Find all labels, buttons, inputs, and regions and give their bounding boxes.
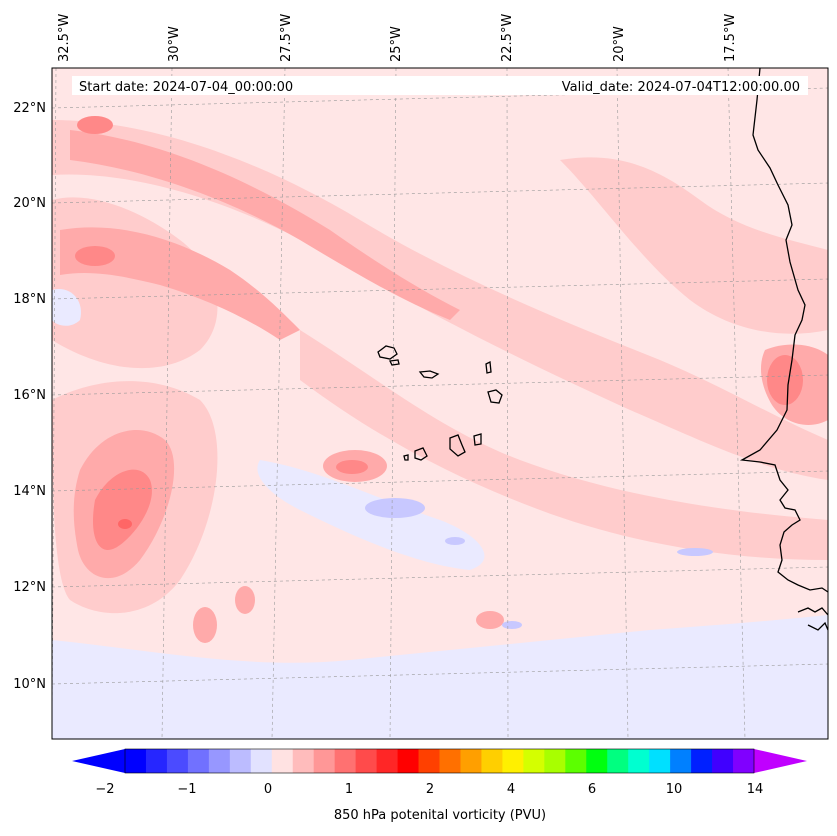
- colorbar-outline: [124, 748, 755, 774]
- colorbar-tick-label: 2: [426, 782, 434, 797]
- colorbar-cell: [439, 749, 461, 773]
- lat-label: 22°N: [13, 101, 46, 116]
- pv-core-6: [118, 519, 132, 529]
- colorbar-tick-label: 1: [345, 782, 353, 797]
- lon-label: 30°W: [167, 26, 182, 62]
- colorbar-label: 850 hPa potenital vorticity (PVU): [333, 808, 547, 823]
- colorbar-cell: [125, 749, 147, 773]
- colorbar-cell: [187, 749, 210, 773]
- pv-band-east: [560, 157, 828, 334]
- lat-label: 18°N: [13, 292, 46, 307]
- colorbar-cell: [271, 749, 294, 773]
- colorbar: −2 −1 0 1 2 4 6 10 14: [72, 748, 807, 797]
- coast-detail: [797, 607, 828, 631]
- colorbar-tick-label: 0: [264, 782, 272, 797]
- colorbar-cell: [250, 749, 273, 773]
- pv-band-south: [300, 330, 828, 560]
- colorbar-cell: [544, 749, 566, 773]
- pv-core-1: [77, 116, 113, 134]
- lat-label: 14°N: [13, 484, 46, 499]
- colorbar-cell: [313, 749, 336, 773]
- colorbar-tick-label: 14: [747, 782, 764, 797]
- pv-low-core: [365, 498, 425, 518]
- cape-verde-islands: [377, 345, 503, 461]
- colorbar-cell: [460, 749, 482, 773]
- valid-date-text: Valid_date: 2024-07-04T12:00:00.00: [562, 80, 800, 95]
- colorbar-tick-label: −2: [95, 782, 114, 797]
- pv-low-core-4: [677, 548, 713, 556]
- colorbar-cell: [565, 749, 587, 773]
- colorbar-cell: [712, 749, 734, 773]
- lat-label: 16°N: [13, 388, 46, 403]
- colorbar-cell: [481, 749, 503, 773]
- colorbar-cell: [607, 749, 629, 773]
- pv-core-2: [75, 246, 115, 266]
- lon-label: 25°W: [389, 26, 404, 62]
- colorbar-cell: [628, 749, 650, 773]
- colorbar-cell: [670, 749, 692, 773]
- colorbar-extend-max: [754, 749, 807, 773]
- colorbar-cell: [418, 749, 440, 773]
- colorbar-cells: [125, 749, 755, 773]
- map-area: [52, 68, 828, 739]
- colorbar-cell: [355, 749, 378, 773]
- pv-streak-2: [60, 227, 300, 340]
- pv-low-core-3: [502, 621, 522, 629]
- colorbar-tick-label: 6: [588, 782, 596, 797]
- colorbar-tick-label: 4: [507, 782, 515, 797]
- colorbar-ticks: −2 −1 0 1 2 4 6 10 14: [95, 782, 763, 797]
- lon-label: 27.5°W: [279, 14, 294, 62]
- colorbar-cell: [586, 749, 608, 773]
- pv-blob-south-3: [476, 611, 504, 629]
- colorbar-cell: [397, 749, 420, 773]
- african-coastline: [739, 68, 828, 593]
- colorbar-cell: [292, 749, 315, 773]
- colorbar-cell: [523, 749, 545, 773]
- pv-low-south: [52, 615, 828, 739]
- start-date-text: Start date: 2024-07-04_00:00:00: [79, 80, 293, 95]
- colorbar-cell: [208, 749, 231, 773]
- lat-label: 20°N: [13, 196, 46, 211]
- pv-low-center: [257, 460, 485, 570]
- lon-label: 17.5°W: [723, 14, 738, 62]
- pv-low-core-2: [445, 537, 465, 545]
- pv-core-5: [767, 355, 803, 405]
- pv-streak-1: [70, 130, 460, 320]
- pv-low-northwest: [52, 289, 81, 326]
- colorbar-cell: [502, 749, 524, 773]
- lon-label: 20°W: [612, 26, 627, 62]
- pv-blob-south: [193, 607, 217, 643]
- pv-core-4: [336, 460, 368, 474]
- colorbar-cell: [145, 749, 168, 773]
- colorbar-tick-label: 10: [666, 782, 683, 797]
- colorbar-extend-min: [72, 749, 125, 773]
- date-banner: [72, 76, 808, 95]
- colorbar-cell: [334, 749, 357, 773]
- colorbar-cell: [376, 749, 399, 773]
- longitude-labels: 32.5°W 30°W 27.5°W 25°W 22.5°W 20°W 17.5…: [57, 14, 738, 62]
- latitude-labels: 22°N 20°N 18°N 16°N 14°N 12°N 10°N: [13, 101, 46, 692]
- gridlines: [52, 68, 828, 739]
- colorbar-tick-label: −1: [177, 782, 196, 797]
- colorbar-cell: [691, 749, 713, 773]
- lon-label: 32.5°W: [57, 14, 72, 62]
- colorbar-cell: [229, 749, 252, 773]
- colorbar-cell: [733, 749, 755, 773]
- colorbar-cell: [649, 749, 671, 773]
- pv-blob-south-2: [235, 586, 255, 614]
- lon-label: 22.5°W: [500, 14, 515, 62]
- lat-label: 12°N: [13, 580, 46, 595]
- map-frame: [51, 67, 829, 740]
- lat-label: 10°N: [13, 677, 46, 692]
- colorbar-cell: [166, 749, 189, 773]
